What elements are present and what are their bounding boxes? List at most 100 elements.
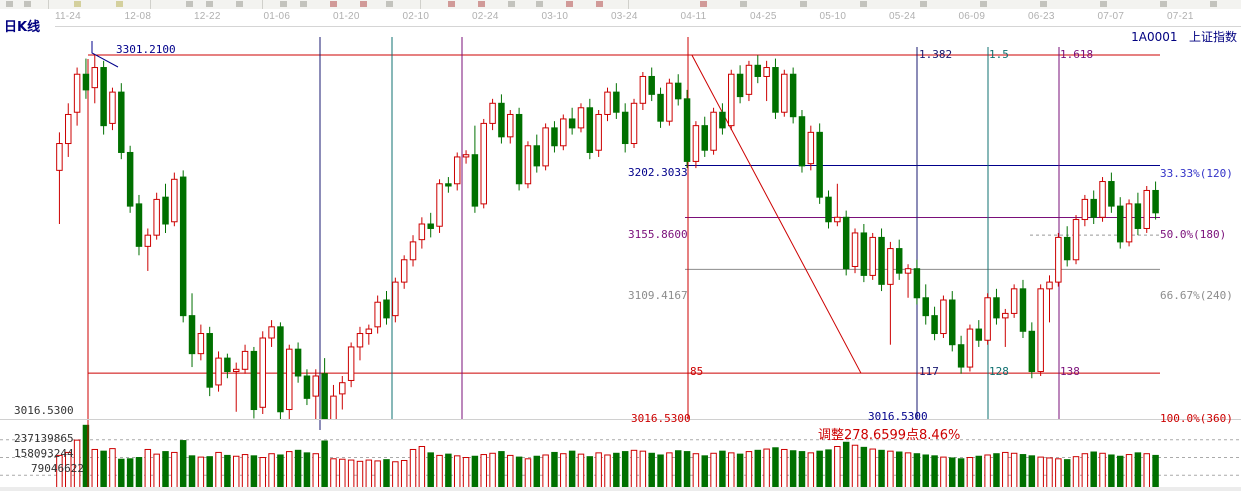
volume-bar <box>984 454 991 491</box>
volume-bar <box>763 448 770 491</box>
volume-bar <box>330 458 337 491</box>
volume-bar <box>118 458 125 491</box>
candle-body <box>241 350 249 370</box>
volume-bar <box>515 456 523 491</box>
volume-bar <box>966 457 974 491</box>
volume-bar <box>842 441 850 491</box>
candle-body <box>515 113 523 185</box>
volume-bar <box>1090 451 1097 491</box>
volume-bar <box>445 453 452 491</box>
period4-icon[interactable] <box>860 1 867 7</box>
period3-icon[interactable] <box>800 1 807 7</box>
line-yellow2-icon[interactable] <box>116 1 123 7</box>
fib-percent-label: 100.0%(360) <box>1160 412 1233 425</box>
candle-body <box>719 111 726 129</box>
candle-body <box>798 116 806 167</box>
cursor-icon[interactable] <box>6 1 13 7</box>
volume-scale-label: 3016.5300 <box>14 404 74 417</box>
volume-bar <box>1081 453 1089 491</box>
volume-bar <box>268 453 275 491</box>
volume-bar <box>1002 451 1009 491</box>
volume-scale-label: 237139865 <box>14 432 74 445</box>
volume-bar <box>1010 452 1018 491</box>
candle-body <box>250 350 258 411</box>
equals-icon[interactable] <box>566 1 573 7</box>
volume-bar <box>135 457 143 491</box>
line-yellow-icon[interactable] <box>74 1 81 7</box>
volume-bar <box>940 456 947 491</box>
volume-bar <box>321 440 328 491</box>
volume-bar <box>666 452 673 491</box>
period9-icon[interactable] <box>1160 1 1167 7</box>
candle-body <box>135 203 143 247</box>
volume-bar <box>206 456 213 491</box>
volume-bar <box>639 450 647 491</box>
period-icon[interactable] <box>700 1 707 7</box>
axis-rule <box>55 26 1241 27</box>
period6-icon[interactable] <box>980 1 987 7</box>
zoom-icon[interactable] <box>186 1 193 7</box>
volume-bar <box>312 453 320 491</box>
candle-body <box>763 67 770 77</box>
volume-bar <box>719 450 726 491</box>
volume-bar <box>568 450 576 491</box>
candle-body <box>781 73 788 113</box>
volume-bar <box>453 455 461 491</box>
volume-bar <box>745 451 753 491</box>
volume-bar <box>232 455 240 491</box>
delete-icon[interactable] <box>360 1 367 7</box>
volume-chart[interactable] <box>0 419 1241 492</box>
volume-bar <box>188 455 196 491</box>
fib-icon[interactable] <box>300 1 307 7</box>
arrow-icon[interactable] <box>536 1 543 7</box>
fib-time-label: 1.382 <box>919 48 953 61</box>
date-axis-label: 01-06 <box>263 11 291 22</box>
volume-bar <box>577 453 585 491</box>
candle-body <box>1081 198 1089 221</box>
volume-bar <box>913 453 921 491</box>
volume-bar <box>1108 454 1115 491</box>
equals2-icon[interactable] <box>596 1 603 7</box>
period5-icon[interactable] <box>920 1 927 7</box>
volume-bar <box>250 455 258 491</box>
price-chart[interactable] <box>0 29 1241 419</box>
text-icon[interactable] <box>386 1 393 7</box>
candle-body <box>966 328 974 368</box>
grid-icon[interactable] <box>206 1 213 7</box>
volume-bar <box>489 452 496 491</box>
layout-icon[interactable] <box>478 1 485 7</box>
period7-icon[interactable] <box>1040 1 1047 7</box>
volume-bar <box>392 461 399 491</box>
wave-icon[interactable] <box>330 1 337 7</box>
volume-bar <box>692 453 700 491</box>
candle-body <box>577 107 585 129</box>
fit-icon[interactable] <box>508 1 515 7</box>
candle-body <box>639 75 647 104</box>
volume-bar <box>807 452 815 491</box>
refresh-icon[interactable] <box>236 1 243 7</box>
candle-body <box>277 326 284 413</box>
downtrend-line <box>691 55 862 374</box>
price-chart-svg <box>56 37 1160 419</box>
volume-bar <box>701 455 708 491</box>
volume-bar <box>816 450 823 491</box>
hand-icon[interactable] <box>24 1 31 7</box>
candle-body <box>692 125 700 162</box>
volume-bar <box>1072 456 1080 491</box>
candle-body <box>524 145 532 185</box>
volume-bar <box>1116 455 1124 491</box>
candle-body <box>339 382 346 395</box>
date-axis-label: 04-25 <box>750 11 777 22</box>
volume-bar <box>409 448 417 491</box>
candle-body <box>683 98 691 162</box>
bars-icon[interactable] <box>280 1 287 7</box>
candle-body <box>834 216 841 223</box>
candle-body <box>65 113 72 145</box>
volume-bar <box>436 454 443 491</box>
period10-icon[interactable] <box>1210 1 1217 7</box>
candle-body <box>91 67 99 89</box>
volume-bar <box>1099 452 1106 491</box>
settings-icon[interactable] <box>448 1 455 7</box>
period2-icon[interactable] <box>740 1 747 7</box>
period8-icon[interactable] <box>1100 1 1107 7</box>
